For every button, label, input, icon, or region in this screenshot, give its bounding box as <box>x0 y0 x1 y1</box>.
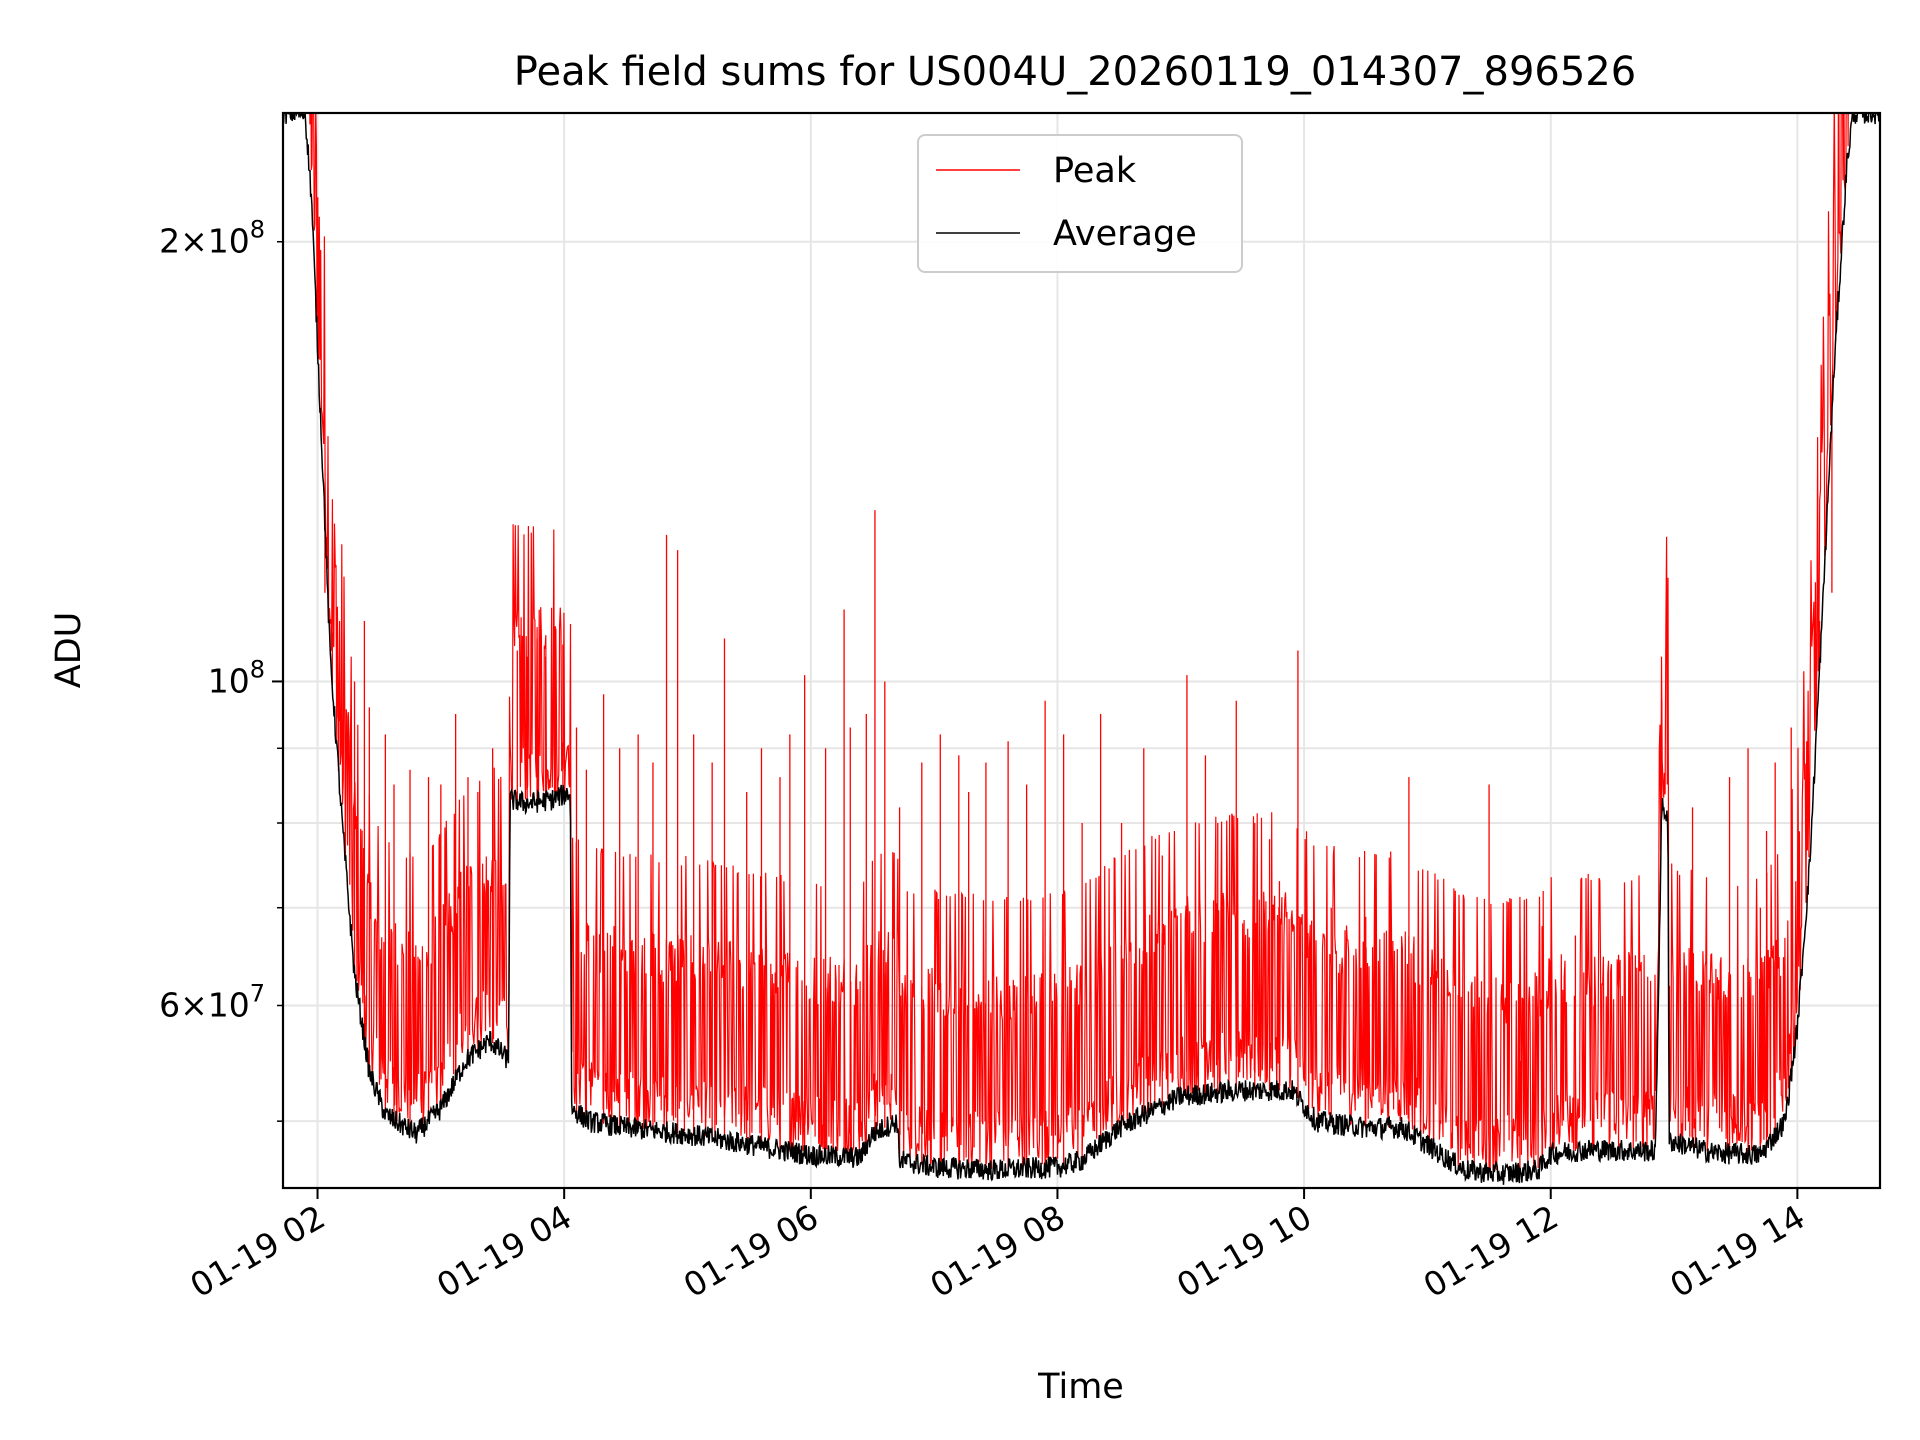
legend-label-peak: Peak <box>1053 151 1137 191</box>
y-tick-label: 6×107 <box>159 980 265 1025</box>
y-axis-label: ADU <box>49 612 89 689</box>
plot-frame <box>281 111 1882 1190</box>
legend-label-average: Average <box>1053 214 1197 254</box>
y-tick-label: 2×108 <box>159 216 265 261</box>
series-layer <box>283 113 1880 1185</box>
series-average-line <box>283 113 1880 1185</box>
y-tick-label: 108 <box>208 655 265 700</box>
chart-title: Peak field sums for US004U_20260119_0143… <box>514 49 1636 95</box>
x-axis-label: Time <box>1037 1367 1124 1407</box>
legend: Peak Average <box>917 134 1243 273</box>
